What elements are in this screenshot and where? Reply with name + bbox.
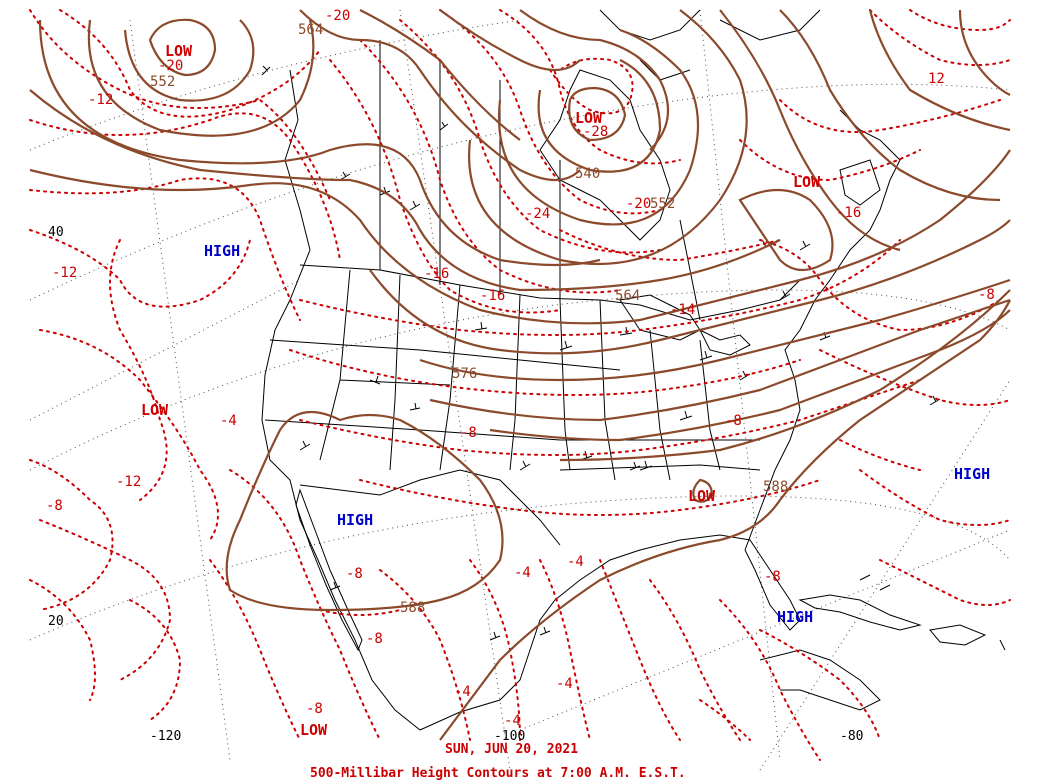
temp-label: -12 (88, 92, 113, 108)
low-label: LOW (793, 173, 821, 191)
temp-label: -24 (525, 206, 550, 222)
caption-title: 500-Millibar Height Contours at 7:00 A.M… (310, 766, 686, 780)
height-label: 552 (150, 74, 175, 90)
cuba (798, 594, 922, 631)
temp-label: -4 (514, 565, 531, 581)
temp-label: -20 (626, 196, 651, 212)
low-label: LOW (575, 109, 603, 127)
temp-label: -16 (836, 205, 861, 221)
temp-label: -12 (116, 474, 141, 490)
temp-label: -12 (52, 265, 77, 281)
low-label: LOW (300, 721, 328, 739)
height-label: 540 (575, 166, 600, 182)
temp-label: -4 (504, 713, 521, 729)
temp-label: -4 (567, 554, 584, 570)
height-contours (29, 9, 1011, 741)
height-label: 564 (615, 288, 640, 304)
coordinate-labels: 40 20 -120 -100 -80 (48, 225, 863, 744)
hudson-bay (539, 69, 671, 241)
height-contour-low-southeast (692, 478, 714, 503)
temp-label: -8 (978, 287, 995, 303)
high-label: HIGH (204, 242, 240, 260)
high-label: HIGH (777, 608, 813, 626)
low-label: LOW (165, 42, 193, 60)
lat-label: 20 (48, 614, 64, 629)
hispaniola (929, 624, 987, 646)
height-label: 588 (763, 479, 788, 495)
low-label: LOW (688, 487, 716, 505)
temp-label: -14 (670, 302, 695, 318)
temp-label: -8 (346, 566, 363, 582)
us-mexico-border (299, 469, 561, 546)
temp-label: -16 (424, 266, 449, 282)
temp-label: -20 (325, 8, 350, 24)
pressure-centers: LOW LOW LOW LOW LOW LOW HIGH HIGH HIGH H… (141, 42, 990, 739)
temperature-contours (29, 9, 1011, 761)
lat-label: 40 (48, 225, 64, 240)
temp-label: -4 (454, 684, 471, 700)
temp-label: -8 (764, 569, 781, 585)
wind-barbs (261, 65, 941, 641)
central-america (759, 649, 881, 711)
caribbean-islands (859, 574, 1006, 651)
gulf-coastline (419, 534, 801, 731)
arctic-coast (599, 9, 821, 81)
temp-label: -8 (725, 413, 742, 429)
high-label: HIGH (954, 465, 990, 483)
temp-label: -8 (460, 425, 477, 441)
temp-label: -8 (306, 701, 323, 717)
temp-label: -4 (556, 676, 573, 692)
high-label: HIGH (337, 511, 373, 529)
height-contour-low-hudson (568, 86, 627, 142)
temp-label: -28 (583, 124, 608, 140)
west-coastline (261, 69, 421, 731)
province-lines (379, 40, 701, 321)
caption-date: SUN, JUN 20, 2021 (445, 742, 578, 757)
temperature-labels: -20 -20 -12 -28 12 -24 -20 -16 -16 -16 -… (46, 8, 995, 729)
temp-label: -8 (366, 631, 383, 647)
height-label: 552 (650, 196, 675, 212)
height-label: 588 (400, 600, 425, 616)
us-canada-border (299, 264, 801, 321)
height-label: 576 (452, 366, 477, 382)
temp-label: 12 (928, 71, 945, 87)
height-contour-588 (225, 410, 504, 612)
lon-label: -80 (840, 729, 863, 744)
east-coastline (744, 109, 901, 551)
temp-label: -8 (46, 498, 63, 514)
temp-label: -4 (220, 413, 237, 429)
lon-label: -100 (494, 729, 525, 744)
temp-label: -20 (158, 58, 183, 74)
low-label: LOW (141, 401, 169, 419)
lon-label: -120 (150, 729, 181, 744)
caption: SUN, JUN 20, 2021 500-Millibar Height Co… (310, 742, 686, 780)
height-contour-552-low (148, 18, 217, 77)
baja-peninsula (295, 488, 363, 652)
height-label: 564 (298, 22, 323, 38)
newfoundland (839, 159, 881, 206)
basemap (261, 9, 1006, 731)
height-labels: 564 552 540 552 564 576 588 588 (150, 22, 788, 616)
graticule (29, 9, 1011, 771)
temp-label: -16 (480, 288, 505, 304)
